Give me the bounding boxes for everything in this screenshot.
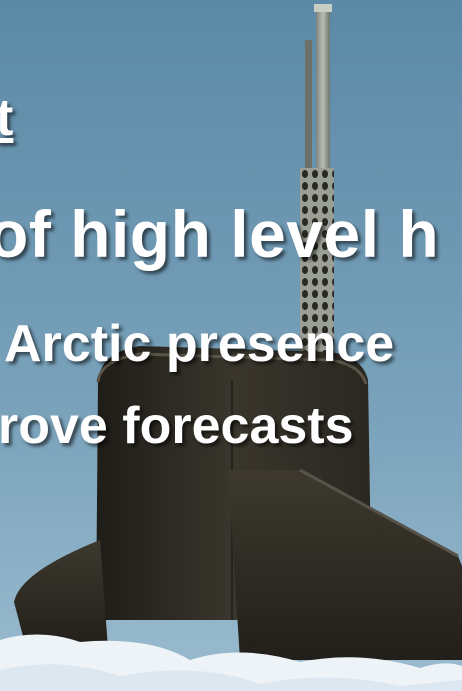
slide-title-fragment: t — [0, 89, 14, 147]
mast-group — [300, 4, 334, 380]
plane-edge — [299, 468, 459, 558]
left-fairwater-plane — [14, 540, 108, 648]
periscope-mast — [316, 4, 330, 194]
camouflaged-mast — [300, 168, 334, 380]
mast-cap — [314, 4, 332, 12]
thin-mast — [305, 40, 312, 180]
bullet-line-arctic-presence: Arctic presence — [4, 315, 395, 373]
bullet-line-forecasts: rove forecasts — [0, 397, 354, 455]
ice-chunks — [0, 664, 462, 691]
right-fairwater-plane — [228, 470, 462, 660]
headline-text: of high level h — [0, 197, 440, 271]
